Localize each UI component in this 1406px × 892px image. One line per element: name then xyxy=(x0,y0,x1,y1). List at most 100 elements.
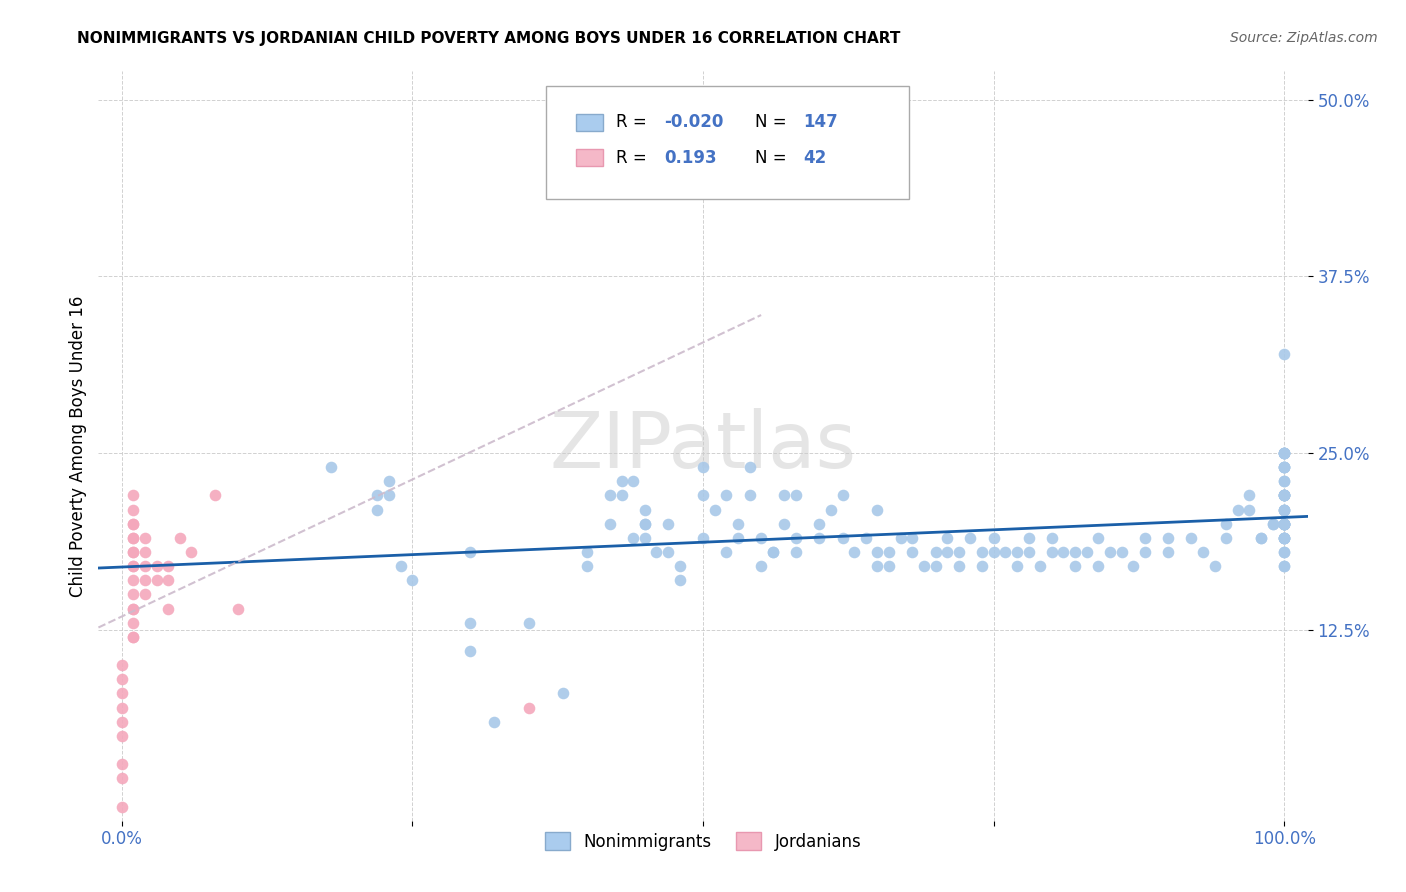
Point xyxy=(134,531,156,545)
Text: R =: R = xyxy=(616,113,652,131)
Point xyxy=(1272,475,1295,489)
Point xyxy=(122,559,145,574)
Point xyxy=(1272,446,1295,460)
Point xyxy=(145,574,167,588)
Point xyxy=(1052,545,1074,559)
Text: 42: 42 xyxy=(803,149,827,167)
Point xyxy=(1261,516,1284,531)
Point xyxy=(460,545,482,559)
Point xyxy=(122,545,145,559)
Point xyxy=(983,545,1005,559)
FancyBboxPatch shape xyxy=(576,149,603,166)
Point xyxy=(1005,545,1028,559)
Point xyxy=(762,545,785,559)
Point xyxy=(553,686,575,700)
Point xyxy=(122,531,145,545)
Point xyxy=(1098,545,1121,559)
Point xyxy=(1064,559,1087,574)
Point xyxy=(1272,446,1295,460)
Point xyxy=(785,531,807,545)
Point xyxy=(1180,531,1202,545)
Point xyxy=(1239,488,1261,502)
Point xyxy=(1005,559,1028,574)
Point xyxy=(1272,446,1295,460)
Y-axis label: Child Poverty Among Boys Under 16: Child Poverty Among Boys Under 16 xyxy=(69,295,87,597)
Point xyxy=(866,545,889,559)
Point xyxy=(134,559,156,574)
Legend: Nonimmigrants, Jordanians: Nonimmigrants, Jordanians xyxy=(538,826,868,857)
Point xyxy=(1250,531,1272,545)
Point xyxy=(1215,516,1237,531)
Point xyxy=(599,488,621,502)
Point xyxy=(1087,559,1109,574)
Point xyxy=(820,502,842,516)
Point xyxy=(1272,460,1295,475)
Point xyxy=(808,516,831,531)
Point xyxy=(366,502,388,516)
Point xyxy=(122,630,145,644)
Point xyxy=(111,686,134,700)
Point xyxy=(122,516,145,531)
Point xyxy=(621,531,644,545)
Point xyxy=(716,488,738,502)
Point xyxy=(936,531,959,545)
Point xyxy=(1215,531,1237,545)
Point xyxy=(866,502,889,516)
Point xyxy=(1133,545,1156,559)
Point xyxy=(1272,559,1295,574)
Point xyxy=(959,531,981,545)
Point xyxy=(1018,531,1040,545)
Point xyxy=(738,460,761,475)
Point xyxy=(319,460,342,475)
Point xyxy=(749,559,772,574)
Point xyxy=(157,601,180,615)
Point xyxy=(134,587,156,601)
Point xyxy=(948,545,970,559)
Point xyxy=(599,516,621,531)
Point xyxy=(1064,545,1087,559)
Point xyxy=(634,531,657,545)
Point xyxy=(482,714,505,729)
Point xyxy=(134,574,156,588)
Point xyxy=(948,559,970,574)
Point xyxy=(1272,531,1295,545)
Point xyxy=(692,488,714,502)
Point xyxy=(1250,531,1272,545)
Point xyxy=(1261,516,1284,531)
Text: Source: ZipAtlas.com: Source: ZipAtlas.com xyxy=(1230,31,1378,45)
Point xyxy=(111,771,134,785)
Point xyxy=(134,545,156,559)
Point xyxy=(634,516,657,531)
Point xyxy=(122,516,145,531)
Point xyxy=(692,178,714,192)
Point xyxy=(1111,545,1133,559)
Point xyxy=(366,488,388,502)
Point xyxy=(204,488,226,502)
Text: R =: R = xyxy=(616,149,657,167)
Point xyxy=(924,545,946,559)
Point xyxy=(517,700,540,714)
Point xyxy=(1040,531,1063,545)
Point xyxy=(1272,488,1295,502)
Point xyxy=(122,587,145,601)
Point xyxy=(634,502,657,516)
Point xyxy=(122,601,145,615)
Point xyxy=(1272,516,1295,531)
Text: N =: N = xyxy=(755,113,792,131)
Point xyxy=(226,601,249,615)
Point xyxy=(1029,559,1052,574)
Point xyxy=(1272,516,1295,531)
Point xyxy=(1272,545,1295,559)
Point xyxy=(808,531,831,545)
Point xyxy=(912,559,935,574)
Point xyxy=(692,531,714,545)
Point xyxy=(122,574,145,588)
Point xyxy=(610,488,633,502)
Point xyxy=(831,488,853,502)
Point xyxy=(145,559,167,574)
Point xyxy=(1272,545,1295,559)
Point xyxy=(1272,446,1295,460)
Point xyxy=(738,488,761,502)
Point xyxy=(517,615,540,630)
Point xyxy=(575,545,598,559)
